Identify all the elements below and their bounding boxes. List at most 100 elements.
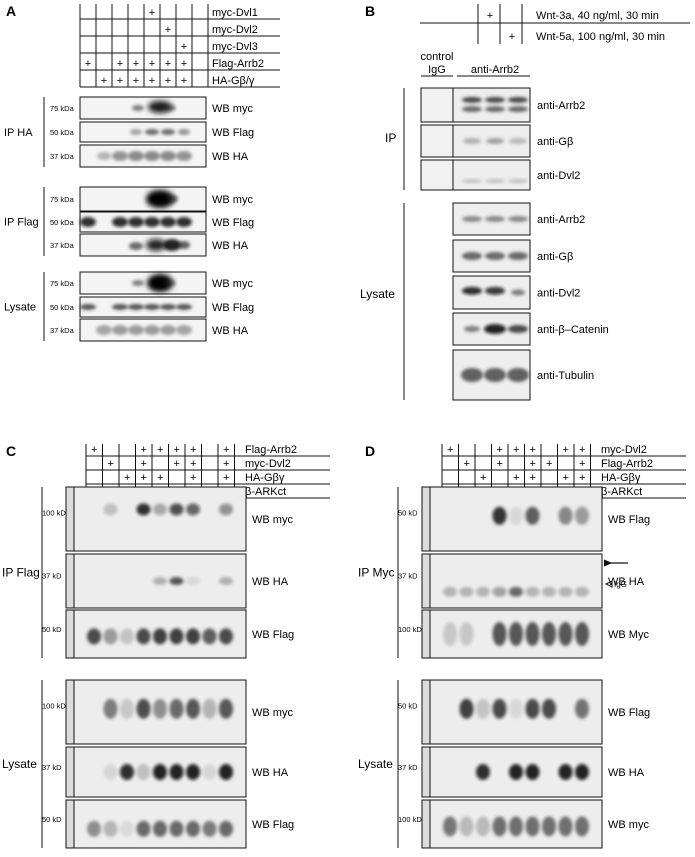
wb-label: WB HA — [212, 240, 249, 252]
condition-mark: + — [181, 41, 187, 53]
wb-label: WB Flag — [252, 819, 294, 831]
blot-band — [186, 820, 200, 837]
condition-mark: + — [165, 24, 171, 36]
blot-band — [476, 816, 490, 837]
condition-label: HA-Gβγ — [245, 472, 285, 484]
blot-band — [485, 179, 505, 183]
condition-mark: + — [165, 75, 171, 87]
antibody-label: anti-Arrb2 — [471, 64, 519, 76]
wb-label: WB HA — [212, 325, 249, 337]
blot-band — [219, 698, 233, 719]
ladder-lane — [421, 486, 431, 552]
blot-band — [507, 368, 529, 382]
molecular-weight-label: 50 kD — [398, 702, 418, 711]
condition-mark: + — [181, 58, 187, 70]
blot-band — [219, 577, 233, 585]
group-label: IP Flag — [2, 566, 40, 580]
wb-label: WB myc — [252, 514, 293, 526]
blot-band — [153, 577, 167, 585]
blot-band — [153, 503, 167, 516]
panel-c: C Flag-Arrb2 + + + + + + myc-Dvl2 + + + + + HA-Gβγ + + +… — [2, 443, 330, 849]
wb-label: WB myc — [252, 707, 293, 719]
blot-band — [542, 816, 556, 837]
treatment-label: Wnt-3a, 40 ng/ml, 30 min — [536, 10, 659, 22]
wb-label: WB Flag — [608, 514, 650, 526]
blot-band — [575, 622, 589, 646]
blot-band — [511, 289, 525, 296]
blot-band — [132, 280, 144, 286]
blot-band — [176, 325, 192, 335]
condition-mark: + — [563, 444, 569, 456]
blot-band — [508, 325, 528, 333]
group-label: Lysate — [358, 757, 393, 771]
panel-d-blots: IP Myc 50 kD WB Flag 37 kD WB HA 100 kD WB Myc… — [358, 486, 650, 849]
blot-band — [575, 816, 589, 837]
condition-mark: + — [546, 458, 552, 470]
blot-band — [485, 216, 505, 222]
blot-band — [186, 698, 200, 719]
condition-mark: + — [190, 472, 196, 484]
blot-band — [462, 216, 482, 222]
condition-mark: + — [165, 58, 171, 70]
blot-band — [120, 820, 134, 837]
condition-mark: + — [141, 472, 147, 484]
condition-mark: + — [513, 472, 519, 484]
blot-band — [136, 503, 151, 516]
condition-mark: + — [91, 444, 97, 456]
antibody-blot-label: anti-Arrb2 — [537, 214, 585, 226]
treatment-label: Wnt-5a, 100 ng/ml, 30 min — [536, 31, 665, 43]
blot-band — [462, 252, 482, 260]
ladder-lane — [65, 553, 75, 609]
condition-mark: + — [174, 444, 180, 456]
blot-band — [464, 326, 480, 332]
blot-band — [459, 698, 474, 719]
blot-band — [153, 820, 167, 837]
molecular-weight-label: 50 kDa — [50, 128, 75, 137]
blot-band — [144, 304, 160, 310]
molecular-weight-label: 37 kDa — [50, 241, 75, 250]
ladder-lane — [65, 799, 75, 849]
blot-band — [176, 304, 192, 310]
blot-band — [112, 217, 128, 227]
blot-band — [145, 129, 159, 135]
condition-mark: + — [141, 458, 147, 470]
molecular-weight-label: 50 kDa — [50, 303, 75, 312]
blot-band — [186, 577, 200, 585]
blot-band — [112, 325, 128, 335]
blot-band — [462, 286, 482, 295]
blot-band — [508, 252, 528, 260]
blot-band — [186, 764, 200, 780]
blot-band — [459, 586, 474, 597]
antibody-blot-label: anti-Arrb2 — [537, 100, 585, 112]
wb-label: WB myc — [212, 103, 253, 115]
blot-band — [509, 138, 527, 144]
wb-label: WB myc — [212, 278, 253, 290]
blot-band — [459, 622, 474, 646]
blot-band — [492, 506, 507, 525]
blot-band — [558, 622, 573, 646]
group-label: IP Myc — [358, 566, 394, 580]
blot-band — [485, 96, 505, 103]
blot-band — [136, 764, 151, 780]
molecular-weight-label: 50 kD — [42, 815, 62, 824]
blot-band — [87, 820, 101, 837]
igg-label: IgG — [614, 580, 627, 589]
ladder-lane — [421, 609, 431, 659]
blot-band — [128, 304, 144, 310]
molecular-weight-label: 75 kDa — [50, 279, 75, 288]
blot-band — [462, 106, 482, 113]
condition-mark: + — [117, 58, 123, 70]
control-igg-strip — [420, 159, 454, 191]
blot-band — [492, 622, 507, 646]
molecular-weight-label: 100 kD — [398, 815, 422, 824]
blot-band — [443, 622, 457, 646]
panel-c-letter: C — [6, 443, 16, 459]
condition-label: Flag-Arrb2 — [212, 58, 264, 70]
blot-band — [219, 503, 233, 516]
blot-band — [136, 698, 151, 719]
wb-label: WB HA — [252, 576, 289, 588]
wb-label: WB Flag — [212, 127, 254, 139]
blot-strip — [79, 121, 207, 143]
condition-label: myc-Dvl3 — [212, 41, 258, 53]
